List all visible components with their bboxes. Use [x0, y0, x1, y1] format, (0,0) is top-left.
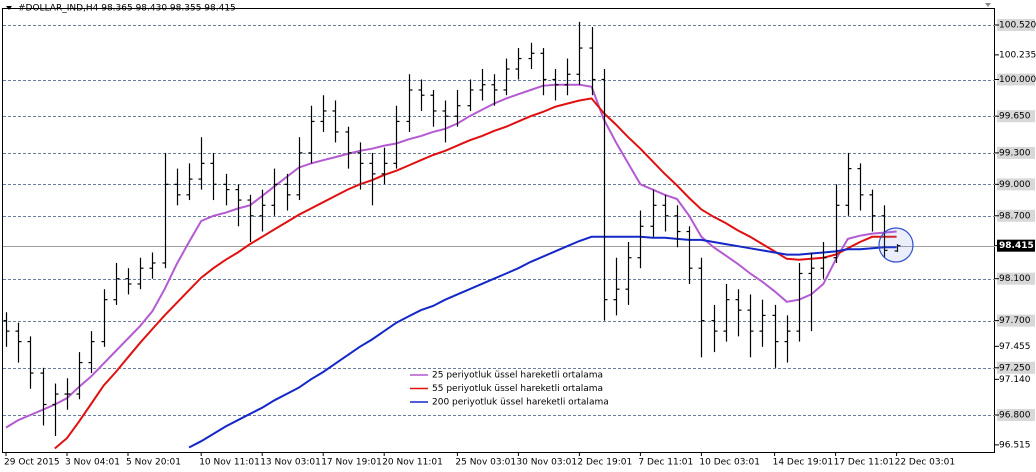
x-tick-label: 29 Oct 2015	[4, 458, 60, 468]
y-tick-label: 97.250	[999, 363, 1031, 373]
x-tick-label: 10 Nov 11:01	[199, 458, 260, 468]
y-tick-label: 97.140	[999, 375, 1031, 385]
level-label-box	[997, 73, 1035, 86]
level-label-box	[997, 209, 1035, 222]
level-label-box	[997, 361, 1035, 374]
y-tick-label: 98.415	[999, 241, 1034, 251]
moving-averages	[5, 83, 897, 450]
y-tick-label: 100.000	[999, 75, 1036, 85]
legend-label: 25 periyotluk üssel hareketli ortalama	[432, 371, 603, 381]
ma-line	[5, 83, 897, 429]
x-tick-label: 13 Nov 03:01	[260, 458, 321, 468]
y-tick-label: 98.700	[999, 211, 1031, 221]
price-axis: 100.520 100.235 100.000 99.650 99.300 99.000 9…	[995, 18, 1036, 450]
price-label-box	[997, 239, 1035, 252]
plot-frame	[2, 8, 995, 453]
x-tick-label: 2 Dec 19:01	[577, 458, 632, 468]
x-tick-label: 10 Dec 03:01	[699, 458, 760, 468]
level-label-box	[997, 178, 1035, 191]
level-label-box	[997, 146, 1035, 159]
x-tick-label: 30 Nov 03:01	[516, 458, 577, 468]
y-tick-label: 97.700	[999, 316, 1031, 326]
y-tick-label: 97.455	[999, 342, 1031, 352]
y-tick-label: 100.235	[999, 50, 1036, 60]
chart-title: #DOLLAR_IND,H4 98.365 98.430 98.355 98.4…	[18, 4, 236, 14]
x-tick-label: 17 Nov 19:01	[321, 458, 382, 468]
y-tick-label: 99.000	[999, 180, 1031, 190]
scroll-marker	[985, 3, 991, 7]
level-label-box	[997, 314, 1035, 327]
x-tick-label: 22 Dec 03:01	[895, 458, 956, 468]
x-tick-label: 14 Dec 19:01	[773, 458, 834, 468]
y-tick-label: 96.800	[999, 410, 1031, 420]
level-label-box	[997, 110, 1035, 123]
time-axis: 29 Oct 2015 3 Nov 04:01 5 Nov 20:01 10 Nov …	[4, 452, 955, 468]
x-tick-label: 25 Nov 03:01	[455, 458, 516, 468]
ma-line	[188, 235, 897, 449]
y-tick-label: 99.300	[999, 148, 1031, 158]
x-tick-label: 3 Nov 04:01	[65, 458, 120, 468]
price-bars	[3, 21, 901, 436]
level-label-box	[997, 408, 1035, 421]
legend-label: 200 periyotluk üssel hareketli ortalama	[432, 398, 609, 408]
level-label-box	[997, 272, 1035, 285]
y-tick-label: 99.650	[999, 112, 1031, 122]
legend-label: 55 periyotluk üssel hareketli ortalama	[432, 384, 603, 394]
y-tick-label: 98.100	[999, 274, 1031, 284]
x-tick-label: 7 Dec 11:01	[638, 458, 693, 468]
highlight-circle	[878, 227, 914, 263]
x-tick-label: 20 Nov 11:01	[382, 458, 443, 468]
ma-line	[54, 97, 897, 450]
y-tick-label: 96.515	[999, 440, 1031, 450]
x-tick-label: 17 Dec 11:01	[834, 458, 895, 468]
menu-arrow[interactable]	[6, 6, 12, 10]
y-tick-label: 100.520	[999, 20, 1036, 30]
level-label-box	[997, 18, 1035, 31]
legend: 25 periyotluk üssel hareketli ortalama 55…	[410, 371, 609, 408]
x-tick-label: 5 Nov 20:01	[126, 458, 181, 468]
